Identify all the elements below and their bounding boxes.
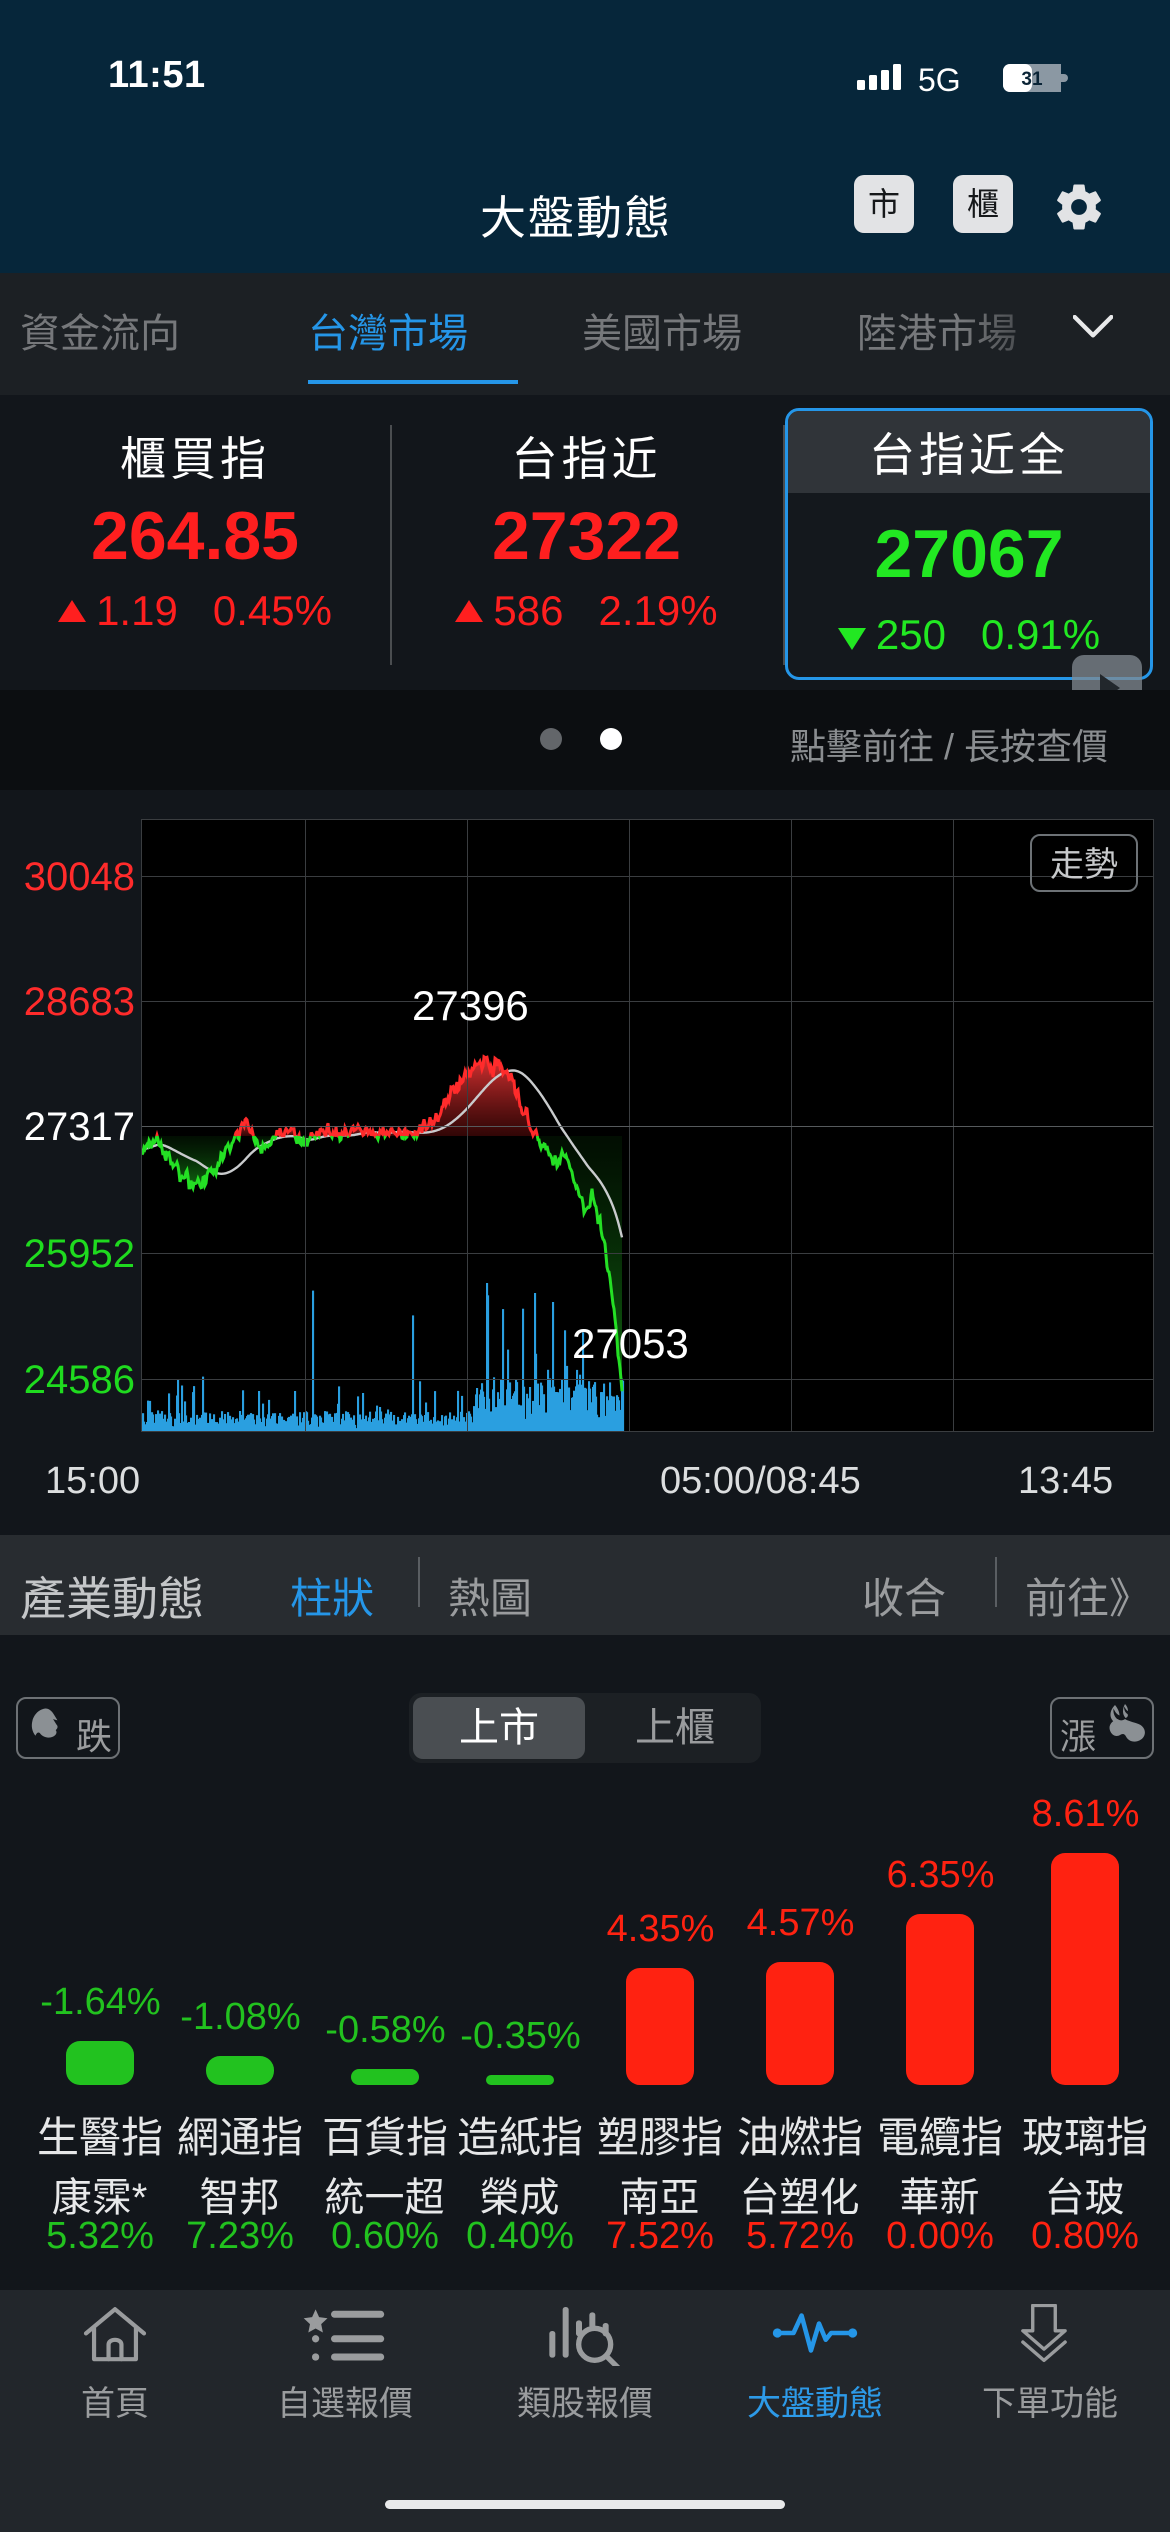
svg-text:31: 31 [1021, 69, 1043, 90]
